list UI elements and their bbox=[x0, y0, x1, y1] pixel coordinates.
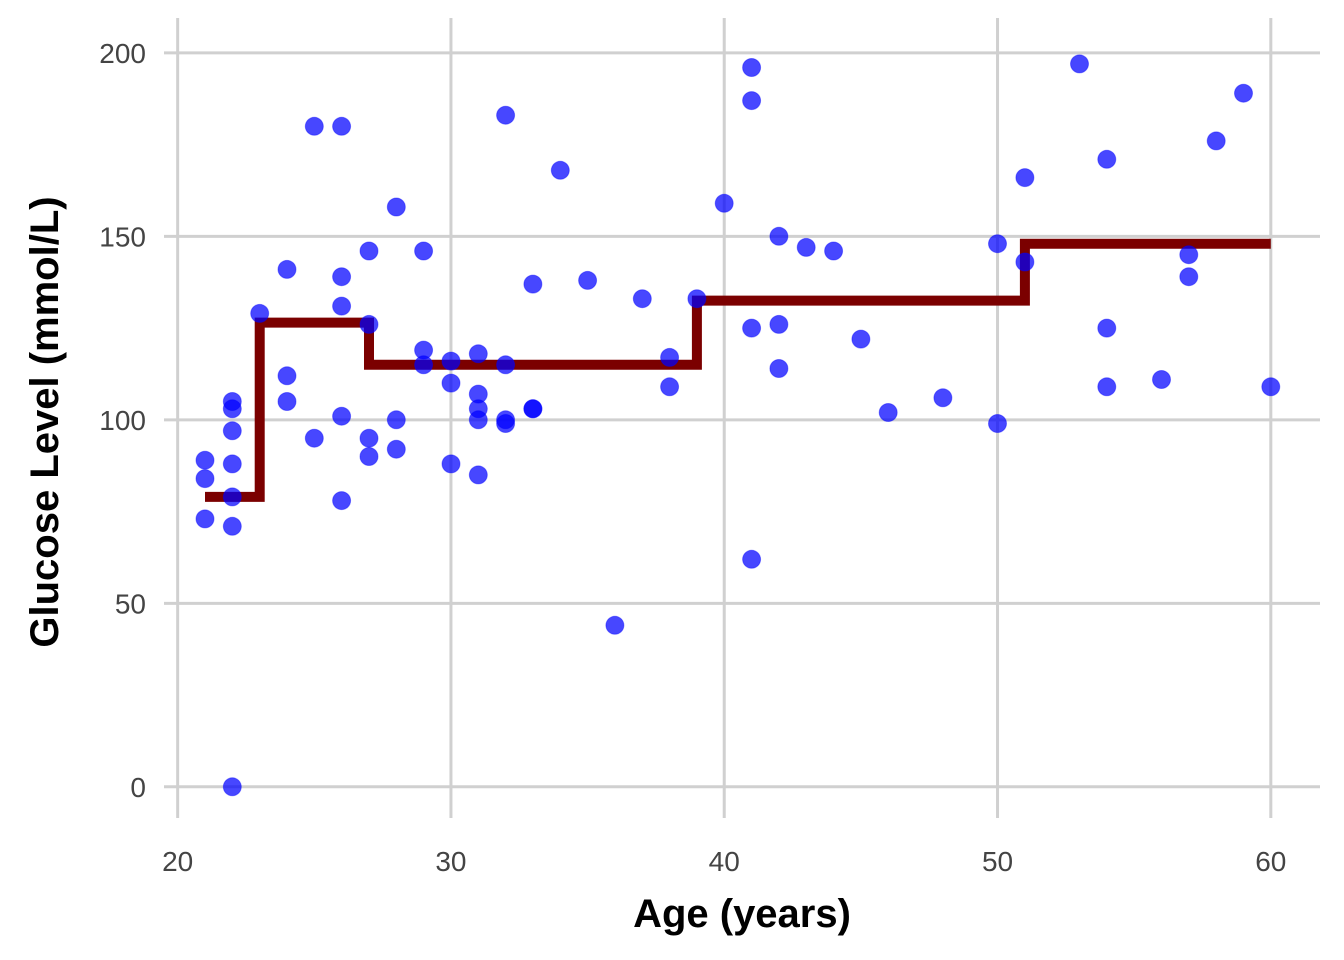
y-tick-label: 50 bbox=[115, 588, 146, 619]
scatter-point bbox=[714, 193, 734, 213]
scatter-point bbox=[332, 116, 352, 136]
step-line-layer bbox=[205, 238, 1271, 502]
scatter-point bbox=[222, 487, 242, 507]
scatter-point bbox=[359, 241, 379, 261]
scatter-point bbox=[824, 241, 844, 261]
points-layer bbox=[195, 54, 1281, 797]
x-tick-label: 50 bbox=[982, 846, 1013, 877]
scatter-point bbox=[441, 373, 461, 393]
tick-labels: 20 30 40 50 60 0 50 100 150 200 bbox=[99, 38, 1286, 877]
scatter-point bbox=[605, 615, 625, 635]
y-axis-title: Glucose Level (mmol/L) bbox=[23, 196, 67, 647]
x-axis-title: Age (years) bbox=[633, 892, 851, 936]
scatter-point bbox=[1070, 54, 1089, 74]
scatter-point bbox=[386, 410, 406, 430]
scatter-point bbox=[277, 259, 297, 279]
x-tick-label: 20 bbox=[162, 846, 193, 877]
scatter-point bbox=[222, 777, 242, 797]
scatter-point bbox=[496, 414, 516, 433]
scatter-point bbox=[359, 428, 379, 448]
scatter-point bbox=[1234, 83, 1253, 103]
scatter-point bbox=[851, 329, 871, 349]
scatter-point bbox=[222, 399, 242, 419]
scatter-point bbox=[195, 469, 215, 489]
scatter-point bbox=[769, 226, 789, 246]
scatter-point bbox=[222, 516, 242, 536]
scatter-point bbox=[1097, 377, 1117, 397]
scatter-point bbox=[195, 450, 215, 470]
y-tick-label: 100 bbox=[99, 405, 146, 436]
scatter-point bbox=[1097, 149, 1117, 169]
x-tick-label: 40 bbox=[709, 846, 740, 877]
scatter-point bbox=[769, 359, 789, 378]
scatter-point bbox=[550, 160, 570, 180]
scatter-point bbox=[332, 296, 352, 316]
scatter-point bbox=[687, 289, 707, 309]
scatter-point bbox=[496, 355, 516, 375]
scatter-point bbox=[441, 351, 461, 371]
scatter-point bbox=[1179, 267, 1199, 287]
y-tick-label: 0 bbox=[130, 772, 146, 803]
scatter-point bbox=[742, 58, 762, 77]
scatter-point bbox=[1152, 370, 1171, 389]
x-tick-label: 30 bbox=[435, 846, 466, 877]
scatter-point bbox=[496, 105, 516, 125]
scatter-point bbox=[468, 465, 488, 485]
scatter-point bbox=[878, 403, 898, 422]
scatter-point bbox=[332, 267, 352, 287]
scatter-point bbox=[988, 414, 1007, 433]
scatter-point bbox=[250, 303, 270, 323]
scatter-point bbox=[359, 314, 379, 334]
y-tick-label: 200 bbox=[99, 38, 146, 69]
scatter-point bbox=[332, 406, 352, 426]
scatter-point bbox=[304, 116, 324, 136]
scatter-point bbox=[742, 318, 762, 338]
scatter-point bbox=[277, 366, 297, 386]
scatter-point bbox=[632, 289, 652, 309]
scatter-point bbox=[988, 234, 1007, 254]
scatter-point bbox=[468, 410, 488, 430]
scatter-point bbox=[1015, 168, 1035, 188]
scatter-point bbox=[386, 197, 406, 217]
scatter-point bbox=[660, 377, 680, 397]
scatter-point bbox=[304, 428, 324, 448]
scatter-point bbox=[1015, 252, 1035, 272]
scatter-point bbox=[523, 399, 543, 419]
scatter-point bbox=[359, 447, 379, 466]
scatter-point bbox=[769, 314, 789, 334]
scatter-point bbox=[1179, 245, 1199, 265]
scatter-point bbox=[742, 91, 762, 111]
scatter-point bbox=[1206, 131, 1226, 151]
x-tick-label: 60 bbox=[1255, 846, 1286, 877]
scatter-point bbox=[742, 549, 762, 569]
y-tick-label: 150 bbox=[99, 221, 146, 252]
scatter-point bbox=[277, 392, 297, 411]
scatter-point bbox=[222, 454, 242, 474]
scatter-point bbox=[796, 237, 816, 257]
scatter-point bbox=[441, 454, 461, 474]
scatter-point bbox=[222, 421, 242, 441]
scatter-point bbox=[1097, 318, 1117, 338]
scatter-point bbox=[332, 491, 352, 511]
grid bbox=[164, 18, 1320, 818]
scatter-point bbox=[386, 439, 406, 459]
scatter-point bbox=[660, 347, 680, 367]
scatter-point bbox=[578, 270, 598, 290]
scatter-point bbox=[414, 241, 434, 261]
scatter-point bbox=[1261, 377, 1281, 397]
scatter-point bbox=[933, 388, 953, 408]
scatter-point bbox=[414, 355, 434, 375]
scatter-point bbox=[195, 509, 215, 529]
scatter-point bbox=[523, 274, 543, 294]
scatter-point bbox=[468, 344, 488, 364]
step-trend-line bbox=[205, 238, 1271, 502]
